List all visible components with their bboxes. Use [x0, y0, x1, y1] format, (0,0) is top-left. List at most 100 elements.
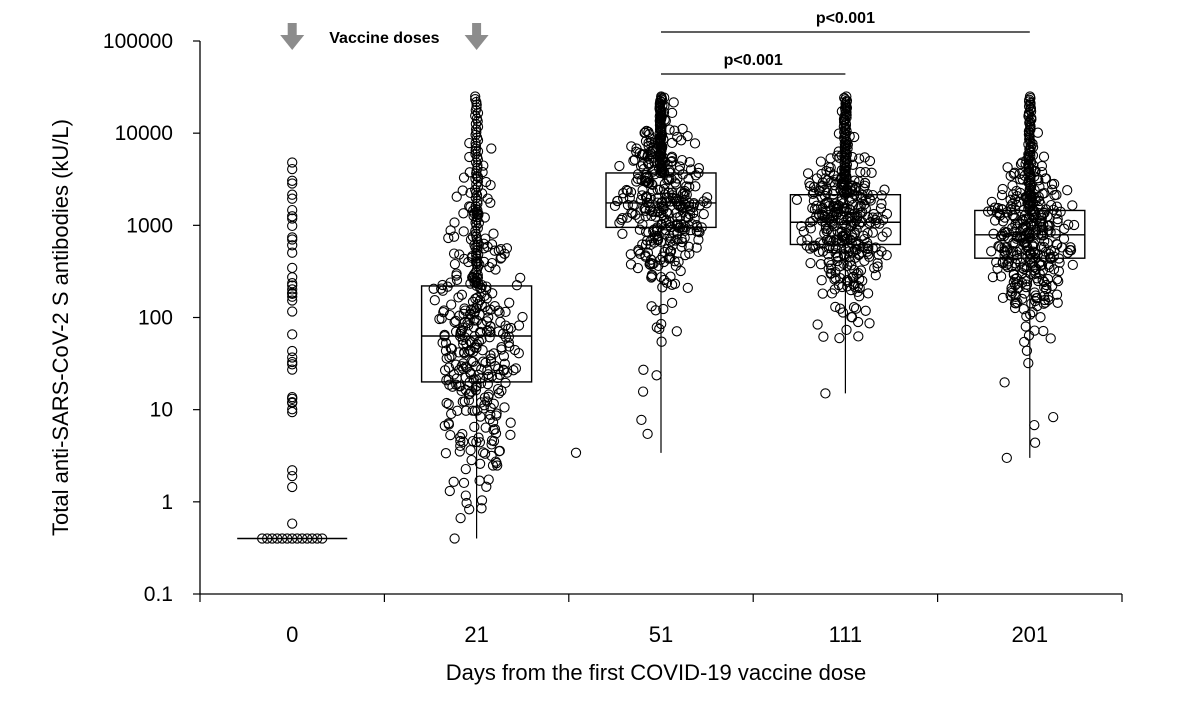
data-point	[1040, 173, 1051, 184]
y-ticks: 100000 10000 1000 100 10 1 0.1	[103, 30, 200, 606]
data-point	[876, 198, 887, 209]
data-point	[634, 224, 646, 235]
data-point	[470, 110, 481, 121]
data-point	[838, 203, 849, 214]
data-point	[1038, 290, 1050, 302]
data-point	[817, 288, 828, 299]
data-point	[677, 123, 688, 135]
data-point	[1005, 247, 1016, 258]
data-point	[1048, 411, 1059, 423]
data-point	[287, 404, 298, 415]
data-point	[455, 512, 466, 524]
data-point	[1038, 298, 1049, 309]
data-point	[814, 210, 825, 221]
data-point	[478, 243, 490, 254]
data-point	[449, 217, 460, 228]
data-point	[999, 245, 1010, 257]
data-point	[450, 315, 461, 327]
data-point	[669, 125, 680, 136]
data-point	[1011, 249, 1023, 261]
data-point	[485, 197, 496, 208]
data-point	[839, 151, 850, 162]
data-point	[676, 154, 688, 166]
data-point	[1048, 251, 1059, 262]
data-point	[992, 263, 1003, 274]
data-point	[812, 319, 823, 330]
data-point	[503, 331, 515, 342]
data-point	[441, 353, 452, 364]
y-axis-title: Total anti-SARS-CoV-2 S antibodies (kU/L…	[48, 119, 73, 536]
data-point	[694, 200, 706, 211]
data-point	[493, 388, 505, 399]
data-point	[1002, 162, 1013, 173]
data-point	[854, 291, 865, 302]
data-point	[470, 91, 481, 102]
data-point	[1023, 330, 1035, 341]
data-point	[684, 157, 695, 168]
x-tick-label: 0	[286, 622, 298, 647]
data-point	[640, 250, 651, 261]
data-point	[1067, 259, 1078, 271]
data-point	[453, 292, 464, 303]
data-point	[287, 178, 298, 189]
data-point	[1023, 357, 1034, 369]
data-point	[287, 262, 298, 274]
data-point	[470, 118, 482, 130]
data-point	[505, 429, 516, 441]
data-point	[472, 272, 484, 283]
data-point	[449, 533, 460, 544]
data-point	[1048, 178, 1060, 190]
data-point	[1063, 219, 1074, 230]
data-point	[641, 235, 653, 246]
data-point	[659, 246, 670, 258]
data-point	[470, 385, 482, 396]
data-point	[484, 414, 495, 425]
data-point	[881, 208, 893, 220]
data-point	[1011, 246, 1022, 257]
data-point	[287, 465, 298, 476]
data-point	[287, 397, 298, 409]
data-point	[1037, 275, 1048, 286]
data-point	[287, 204, 298, 216]
data-point	[470, 201, 481, 212]
data-point	[1053, 266, 1065, 277]
data-point	[860, 167, 871, 178]
data-point	[635, 161, 647, 172]
data-point	[862, 288, 874, 299]
data-point	[460, 405, 472, 416]
data-point	[468, 374, 479, 385]
data-point	[1026, 112, 1037, 124]
data-point	[616, 214, 627, 226]
data-point	[1068, 219, 1080, 231]
data-point	[494, 445, 505, 457]
data-point	[826, 263, 837, 274]
data-point	[819, 210, 830, 221]
data-point	[499, 402, 510, 413]
data-point	[1039, 276, 1050, 288]
data-point	[839, 173, 850, 185]
data-point	[287, 288, 298, 300]
data-point	[513, 348, 524, 359]
data-point	[1045, 245, 1056, 256]
data-point	[1062, 247, 1073, 258]
data-point	[1018, 263, 1030, 275]
data-point	[839, 138, 850, 149]
data-point	[666, 137, 678, 149]
data-point	[451, 274, 463, 286]
data-point	[439, 420, 450, 431]
data-point	[456, 289, 468, 300]
data-point	[823, 161, 834, 173]
data-point	[841, 112, 852, 123]
data-point	[496, 385, 507, 396]
data-point	[625, 259, 637, 270]
significance-label: p<0.001	[724, 52, 783, 69]
data-point	[839, 92, 850, 104]
data-point	[1017, 214, 1028, 226]
data-point	[658, 201, 669, 212]
data-point	[287, 220, 298, 232]
data-point	[1023, 159, 1034, 170]
data-point	[504, 297, 515, 308]
data-point	[867, 227, 879, 238]
data-point	[465, 445, 476, 456]
data-point	[822, 175, 833, 186]
